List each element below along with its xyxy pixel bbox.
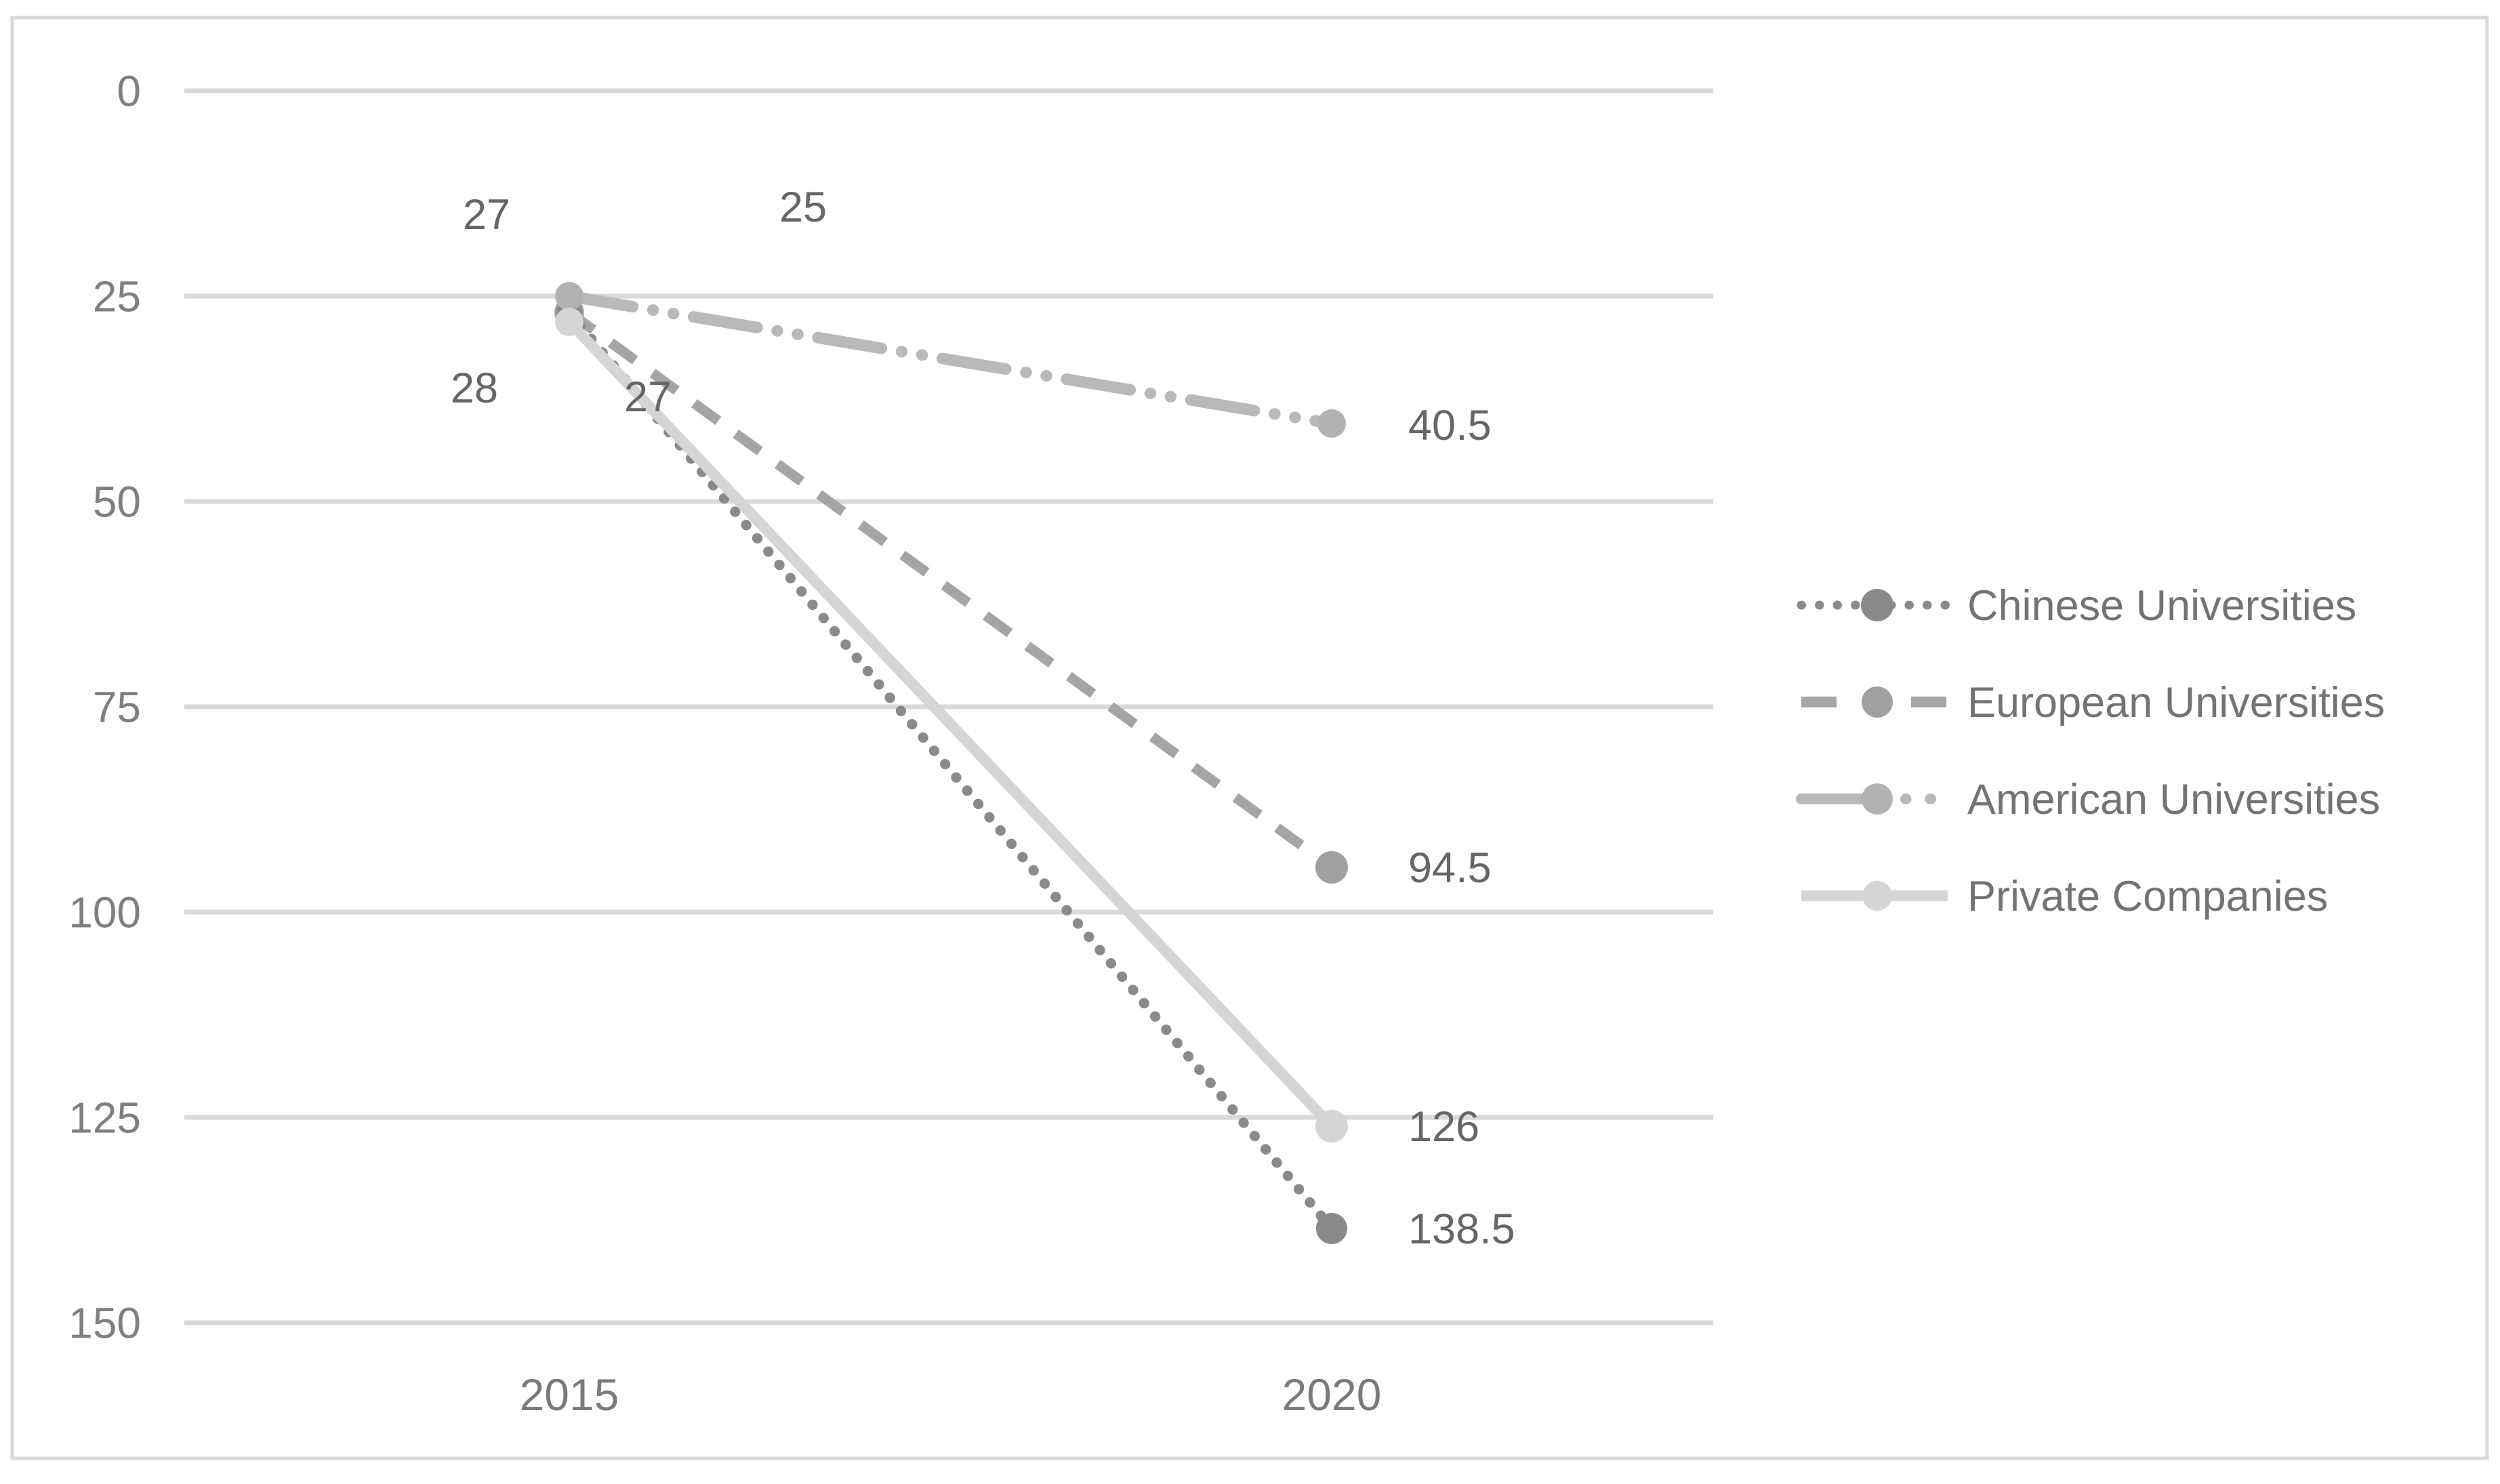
data-label-chinese-2020: 138.5 (1408, 1205, 1515, 1253)
series-markers (554, 282, 1348, 1244)
y-tick-150: 150 (68, 1298, 141, 1347)
y-tick-50: 50 (93, 477, 141, 526)
y-tick-0: 0 (117, 66, 141, 115)
x-label-2020: 2020 (1282, 1369, 1382, 1420)
x-label-2015: 2015 (520, 1369, 619, 1420)
data-label-european-2015: 27 (463, 191, 510, 239)
data-label-european-2020: 94.5 (1408, 844, 1492, 892)
series-line-european-universities (566, 308, 1335, 872)
legend-marker-european-icon (1862, 686, 1893, 718)
legend-item-european-universities: European Universities (1801, 679, 2385, 726)
legend-label-chinese: Chinese Universities (1967, 582, 2356, 630)
legend-label-european: European Universities (1967, 679, 2385, 726)
legend-label-american: American Universities (1967, 776, 2380, 823)
marker-american-2020 (1317, 409, 1346, 438)
legend-marker-american-icon (1862, 783, 1893, 815)
data-label-private-2020: 126 (1408, 1103, 1479, 1151)
data-labels-2020: 40.5 94.5 126 138.5 (1408, 402, 1515, 1253)
legend-item-chinese-universities: Chinese Universities (1797, 582, 2356, 630)
legend: Chinese Universities European Universiti… (1796, 582, 2385, 920)
legend-marker-chinese-icon (1861, 589, 1893, 621)
series-lines (563, 290, 1338, 1234)
x-axis-labels: 2015 2020 (520, 1369, 1382, 1420)
marker-european-2020 (1315, 851, 1348, 884)
marker-american-2015 (555, 282, 583, 310)
data-label-private-2015: 28 (451, 365, 498, 412)
y-tick-125: 125 (68, 1093, 141, 1142)
marker-private-2020 (1315, 1110, 1348, 1142)
series-line-american-universities (563, 290, 1338, 430)
data-label-american-2020: 40.5 (1408, 402, 1492, 449)
legend-item-american-universities: American Universities (1796, 776, 2380, 823)
legend-item-private-companies: Private Companies (1801, 873, 2328, 920)
y-axis-tick-labels: 0 25 50 75 100 125 150 (68, 66, 141, 1347)
marker-private-2015 (555, 308, 583, 336)
legend-label-private: Private Companies (1967, 873, 2328, 920)
marker-chinese-2020 (1316, 1213, 1347, 1244)
data-label-american-2015: 25 (779, 184, 827, 231)
y-tick-75: 75 (93, 682, 141, 731)
chart-border (10, 16, 2489, 1460)
data-labels-2015: 27 25 28 27 (451, 184, 827, 421)
data-label-chinese-2015: 27 (624, 373, 672, 421)
legend-marker-private-icon (1862, 881, 1892, 911)
series-line-private-companies (565, 318, 1336, 1130)
y-tick-25: 25 (93, 272, 141, 321)
gridlines (184, 88, 1713, 1325)
y-tick-100: 100 (68, 888, 141, 936)
